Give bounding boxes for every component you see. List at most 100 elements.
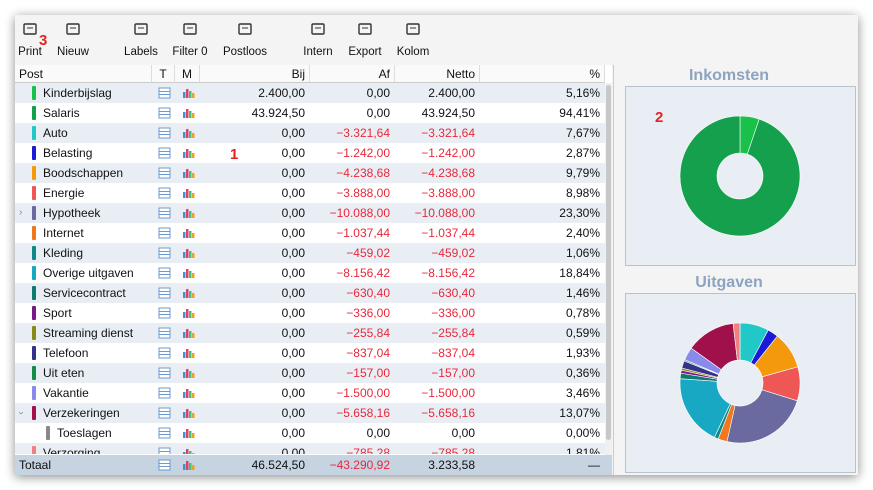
cell-bij: 0,00: [281, 426, 305, 440]
row-name: Uit eten: [43, 366, 85, 380]
table-row[interactable]: Energie 0,00 −3.888,00 −3.888,00 8,98%: [15, 183, 605, 203]
cell-af: −43.290,92: [329, 458, 390, 472]
row-name: Energie: [43, 186, 85, 200]
table-row[interactable]: Verzorging 0,00 −785,28 −785,28 1,81%: [15, 443, 605, 454]
cell-af: −10.088,00: [329, 206, 390, 220]
row-icons[interactable]: [155, 163, 215, 183]
row-icons[interactable]: [155, 363, 215, 383]
column-header[interactable]: Bij: [200, 65, 310, 83]
total-row: Totaal 46.524,50 −43.290,92 3.233,58 —: [15, 455, 612, 475]
table-row[interactable]: Internet 0,00 −1.037,44 −1.037,44 2,40%: [15, 223, 605, 243]
row-icons[interactable]: [155, 203, 215, 223]
cell-bij: 46.524,50: [251, 458, 305, 472]
chart-panel: Inkomsten Uitgaven: [613, 65, 858, 475]
column-header[interactable]: Netto: [395, 65, 480, 83]
cell-pct: 7,67%: [565, 126, 600, 140]
color-swatch: [32, 126, 36, 140]
row-icons[interactable]: [155, 223, 215, 243]
cell-af: 0,00: [366, 106, 390, 120]
cell-bij: 0,00: [281, 346, 305, 360]
row-icons[interactable]: [155, 123, 215, 143]
color-swatch: [32, 106, 36, 120]
row-icons[interactable]: [155, 183, 215, 203]
table-row[interactable]: Toeslagen 0,00 0,00 0,00 0,00%: [15, 423, 605, 443]
cell-af: −5.658,16: [336, 406, 390, 420]
table-row[interactable]: Belasting 0,00 −1.242,00 −1.242,00 2,87%: [15, 143, 605, 163]
cell-pct: 18,84%: [559, 266, 600, 280]
row-name: Toeslagen: [57, 426, 112, 440]
table-row[interactable]: Auto 0,00 −3.321,64 −3.321,64 7,67%: [15, 123, 605, 143]
row-name: Auto: [43, 126, 68, 140]
row-icons[interactable]: [155, 403, 215, 423]
row-icons[interactable]: [155, 283, 215, 303]
row-icons[interactable]: [155, 455, 215, 475]
scroll-thumb[interactable]: [606, 85, 611, 440]
column-header[interactable]: M: [175, 65, 200, 83]
cell-af: −336,00: [346, 306, 390, 320]
cell-af: −157,00: [346, 366, 390, 380]
cell-af: −3.321,64: [336, 126, 390, 140]
table-row[interactable]: Vakantie 0,00 −1.500,00 −1.500,00 3,46%: [15, 383, 605, 403]
table-row[interactable]: Streaming dienst 0,00 −255,84 −255,84 0,59%: [15, 323, 605, 343]
table-row[interactable]: Telefoon 0,00 −837,04 −837,04 1,93%: [15, 343, 605, 363]
expander[interactable]: ›: [15, 411, 27, 415]
column-header[interactable]: %: [480, 65, 605, 83]
color-swatch: [32, 86, 36, 100]
row-name: Belasting: [43, 146, 93, 160]
color-swatch: [32, 306, 36, 320]
annotation: 3: [39, 32, 48, 49]
cell-netto: −837,04: [431, 346, 475, 360]
table-row[interactable]: Sport 0,00 −336,00 −336,00 0,78%: [15, 303, 605, 323]
cell-pct: 0,00%: [565, 426, 600, 440]
column-header[interactable]: T: [152, 65, 175, 83]
row-icons[interactable]: [155, 263, 215, 283]
table-row[interactable]: Overige uitgaven 0,00 −8.156,42 −8.156,42 18…: [15, 263, 605, 283]
color-swatch: [32, 226, 36, 240]
row-icons[interactable]: [155, 243, 215, 263]
cell-af: −459,02: [346, 246, 390, 260]
cell-netto: −3.321,64: [421, 126, 475, 140]
table-row[interactable]: › Verzekeringen 0,00 −5.658,16 −5.658,16 13,0…: [15, 403, 605, 423]
row-icons[interactable]: [155, 103, 215, 123]
cell-netto: −1.242,00: [421, 146, 475, 160]
column-header[interactable]: Post: [15, 65, 152, 83]
column-header[interactable]: Af: [310, 65, 395, 83]
row-icons[interactable]: [155, 323, 215, 343]
row-icons[interactable]: [155, 303, 215, 323]
table-row[interactable]: › Hypotheek 0,00 −10.088,00 −10.088,00 23,30%: [15, 203, 605, 223]
table: Post T M Bij Af Netto% Kinderbijslag 2.400,00 0…: [15, 65, 612, 475]
color-swatch: [32, 366, 36, 380]
row-name: Telefoon: [43, 346, 89, 360]
cell-bij: 43.924,50: [251, 106, 305, 120]
table-row[interactable]: Uit eten 0,00 −157,00 −157,00 0,36%: [15, 363, 605, 383]
row-name: Hypotheek: [43, 206, 101, 220]
row-icons[interactable]: [155, 443, 215, 454]
cell-bij: 0,00: [281, 246, 305, 260]
table-row[interactable]: Salaris 43.924,50 0,00 43.924,50 94,41%: [15, 103, 605, 123]
row-name: Overige uitgaven: [43, 266, 134, 280]
table-row[interactable]: Boodschappen 0,00 −4.238,68 −4.238,68 9,79%: [15, 163, 605, 183]
cell-pct: 1,81%: [565, 446, 600, 454]
row-name: Vakantie: [43, 386, 89, 400]
expander[interactable]: ›: [19, 207, 23, 218]
row-icons[interactable]: [155, 423, 215, 443]
row-icons[interactable]: [155, 143, 215, 163]
table-row[interactable]: Servicecontract 0,00 −630,40 −630,40 1,46%: [15, 283, 605, 303]
cell-af: −255,84: [346, 326, 390, 340]
row-icons[interactable]: [155, 383, 215, 403]
scrollbar[interactable]: [605, 83, 612, 455]
row-icons[interactable]: [155, 83, 215, 103]
cell-netto: −157,00: [431, 366, 475, 380]
cell-netto: −5.658,16: [421, 406, 475, 420]
row-icons[interactable]: [155, 343, 215, 363]
toolbar-label: Export: [348, 46, 382, 58]
cell-netto: −459,02: [431, 246, 475, 260]
cell-pct: 23,30%: [559, 206, 600, 220]
cell-bij: 0,00: [281, 446, 305, 454]
toolbar-label: Postloos: [222, 46, 268, 58]
table-row[interactable]: Kinderbijslag 2.400,00 0,00 2.400,00 5,16%: [15, 83, 605, 103]
cell-netto: −4.238,68: [421, 166, 475, 180]
table-row[interactable]: Kleding 0,00 −459,02 −459,02 1,06%: [15, 243, 605, 263]
cell-netto: −1.500,00: [421, 386, 475, 400]
chart-box: [625, 293, 856, 473]
